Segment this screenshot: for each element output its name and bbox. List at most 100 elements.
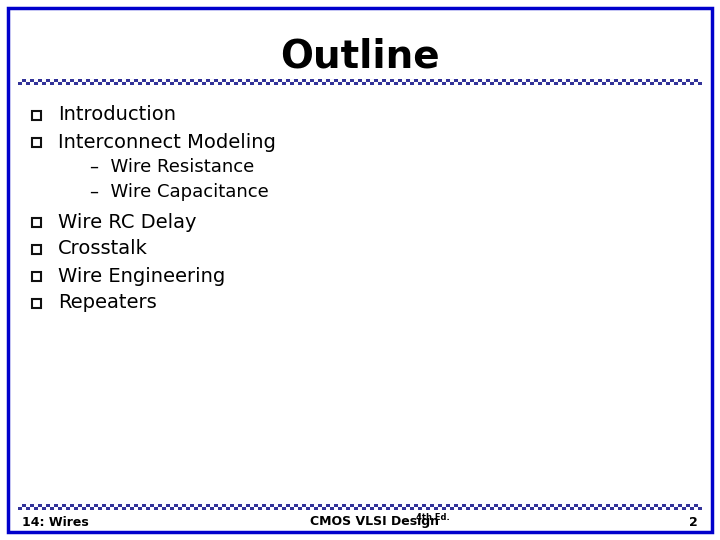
- Bar: [190, 79, 194, 82]
- Bar: [322, 507, 326, 510]
- Bar: [386, 507, 390, 510]
- Bar: [330, 82, 334, 85]
- Bar: [294, 507, 298, 510]
- Bar: [438, 82, 442, 85]
- Bar: [230, 504, 234, 507]
- Bar: [146, 82, 150, 85]
- Bar: [334, 507, 338, 510]
- Bar: [186, 79, 190, 82]
- Bar: [234, 82, 238, 85]
- Bar: [218, 507, 222, 510]
- Bar: [522, 507, 526, 510]
- Bar: [346, 504, 350, 507]
- Bar: [318, 504, 322, 507]
- Bar: [666, 79, 670, 82]
- Bar: [126, 507, 130, 510]
- Bar: [610, 507, 614, 510]
- Bar: [130, 507, 134, 510]
- Bar: [566, 504, 570, 507]
- Bar: [518, 504, 522, 507]
- Bar: [30, 504, 34, 507]
- Bar: [246, 79, 250, 82]
- Bar: [90, 507, 94, 510]
- Bar: [350, 507, 354, 510]
- Bar: [674, 504, 678, 507]
- Bar: [562, 82, 566, 85]
- Bar: [270, 79, 274, 82]
- Bar: [294, 79, 298, 82]
- Bar: [138, 79, 142, 82]
- Bar: [602, 504, 606, 507]
- Bar: [98, 507, 102, 510]
- Bar: [674, 82, 678, 85]
- Bar: [642, 79, 646, 82]
- Bar: [586, 504, 590, 507]
- Bar: [582, 79, 586, 82]
- Bar: [258, 82, 262, 85]
- Bar: [22, 82, 26, 85]
- Bar: [322, 504, 326, 507]
- Bar: [586, 507, 590, 510]
- Bar: [482, 504, 486, 507]
- Bar: [286, 79, 290, 82]
- Bar: [450, 507, 454, 510]
- Bar: [538, 79, 542, 82]
- Bar: [346, 79, 350, 82]
- Bar: [126, 82, 130, 85]
- Bar: [498, 82, 502, 85]
- Bar: [214, 507, 218, 510]
- Bar: [134, 504, 138, 507]
- Bar: [362, 507, 366, 510]
- Bar: [262, 82, 266, 85]
- Bar: [550, 79, 554, 82]
- Bar: [366, 79, 370, 82]
- Bar: [90, 504, 94, 507]
- Bar: [290, 79, 294, 82]
- Bar: [406, 82, 410, 85]
- Bar: [662, 507, 666, 510]
- Bar: [374, 507, 378, 510]
- Bar: [538, 507, 542, 510]
- Bar: [186, 82, 190, 85]
- Bar: [262, 507, 266, 510]
- Bar: [202, 82, 206, 85]
- Bar: [506, 507, 510, 510]
- Bar: [534, 507, 538, 510]
- Bar: [626, 507, 630, 510]
- Bar: [662, 79, 666, 82]
- Bar: [446, 507, 450, 510]
- Bar: [438, 507, 442, 510]
- Bar: [590, 507, 594, 510]
- Bar: [310, 82, 314, 85]
- Bar: [74, 82, 78, 85]
- Bar: [110, 504, 114, 507]
- Bar: [462, 79, 466, 82]
- Bar: [162, 82, 166, 85]
- Bar: [390, 79, 394, 82]
- Bar: [134, 79, 138, 82]
- Bar: [210, 82, 214, 85]
- Bar: [302, 504, 306, 507]
- Bar: [538, 504, 542, 507]
- Bar: [614, 82, 618, 85]
- Text: Wire Engineering: Wire Engineering: [58, 267, 225, 286]
- Bar: [654, 82, 658, 85]
- Bar: [698, 82, 702, 85]
- Bar: [606, 82, 610, 85]
- Bar: [318, 79, 322, 82]
- Bar: [482, 82, 486, 85]
- Bar: [22, 504, 26, 507]
- Bar: [82, 507, 86, 510]
- Bar: [406, 79, 410, 82]
- Bar: [682, 79, 686, 82]
- Bar: [510, 82, 514, 85]
- Bar: [486, 507, 490, 510]
- Bar: [370, 79, 374, 82]
- Bar: [134, 82, 138, 85]
- Bar: [682, 507, 686, 510]
- Bar: [646, 82, 650, 85]
- Bar: [578, 507, 582, 510]
- Bar: [150, 79, 154, 82]
- Bar: [530, 504, 534, 507]
- Bar: [330, 79, 334, 82]
